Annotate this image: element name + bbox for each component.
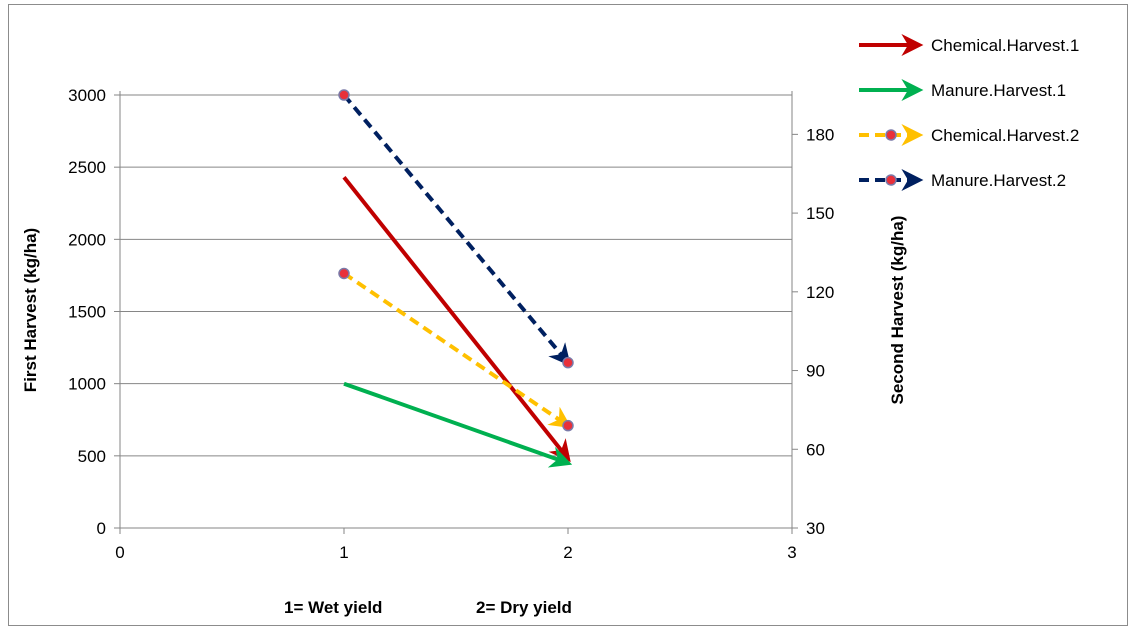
axes bbox=[114, 91, 798, 534]
legend-item: Chemical.Harvest.2 bbox=[859, 124, 1079, 146]
y2-tick-label: 150 bbox=[806, 204, 834, 223]
y-tick-label: 2000 bbox=[68, 230, 106, 249]
y-tick-label: 500 bbox=[78, 447, 106, 466]
y-tick-label: 3000 bbox=[68, 86, 106, 105]
y2-tick-label: 120 bbox=[806, 283, 834, 302]
tick-labels: 0 500 1000 1500 2000 2500 3000 30 60 90 120 150 180 0… bbox=[68, 86, 834, 562]
y2-axis-title: Second Harvest (kg/ha) bbox=[888, 216, 907, 405]
y-tick-label: 0 bbox=[97, 519, 106, 538]
x-tick-label: 2 bbox=[563, 543, 572, 562]
x-tick-label: 0 bbox=[115, 543, 124, 562]
chart-frame: 0 500 1000 1500 2000 2500 3000 30 60 90 120 150 180 0… bbox=[8, 4, 1128, 626]
gridlines bbox=[120, 94, 792, 457]
series-line-manure-harvest-1 bbox=[343, 381, 573, 468]
data-point bbox=[562, 356, 574, 369]
series-line-chemical-harvest-2 bbox=[342, 271, 572, 429]
legend-label: Chemical.Harvest.1 bbox=[931, 36, 1079, 55]
y-tick-label: 1000 bbox=[68, 375, 106, 394]
legend-item: Manure.Harvest.1 bbox=[859, 79, 1066, 101]
data-point bbox=[562, 419, 574, 432]
legend-item: Chemical.Harvest.1 bbox=[859, 34, 1079, 56]
series-lines bbox=[338, 89, 574, 468]
y2-tick-label: 30 bbox=[806, 519, 825, 538]
y-tick-label: 1500 bbox=[68, 303, 106, 322]
legend-label: Chemical.Harvest.2 bbox=[931, 126, 1079, 145]
chart-svg: 0 500 1000 1500 2000 2500 3000 30 60 90 120 150 180 0… bbox=[21, 34, 1079, 617]
series-line-chemical-harvest-1 bbox=[342, 176, 571, 463]
x-axis-title-dry: 2= Dry yield bbox=[476, 598, 572, 617]
legend-item: Manure.Harvest.2 bbox=[859, 169, 1066, 191]
y-tick-label: 2500 bbox=[68, 158, 106, 177]
y2-tick-label: 60 bbox=[806, 440, 825, 459]
data-point bbox=[338, 89, 350, 101]
y-axis-title: First Harvest (kg/ha) bbox=[21, 228, 40, 392]
legend-marker bbox=[885, 174, 897, 186]
legend: Chemical.Harvest.1 Manure.Harvest.1 Chemic… bbox=[859, 34, 1079, 191]
data-point bbox=[338, 267, 350, 280]
x-axis-title-wet: 1= Wet yield bbox=[284, 598, 382, 617]
x-tick-label: 3 bbox=[787, 543, 796, 562]
y2-tick-label: 180 bbox=[806, 125, 834, 144]
series-line-manure-harvest-2 bbox=[342, 93, 571, 367]
legend-marker bbox=[885, 129, 897, 141]
legend-label: Manure.Harvest.1 bbox=[931, 81, 1066, 100]
legend-label: Manure.Harvest.2 bbox=[931, 171, 1066, 190]
y2-tick-label: 90 bbox=[806, 362, 825, 381]
x-tick-label: 1 bbox=[339, 543, 348, 562]
